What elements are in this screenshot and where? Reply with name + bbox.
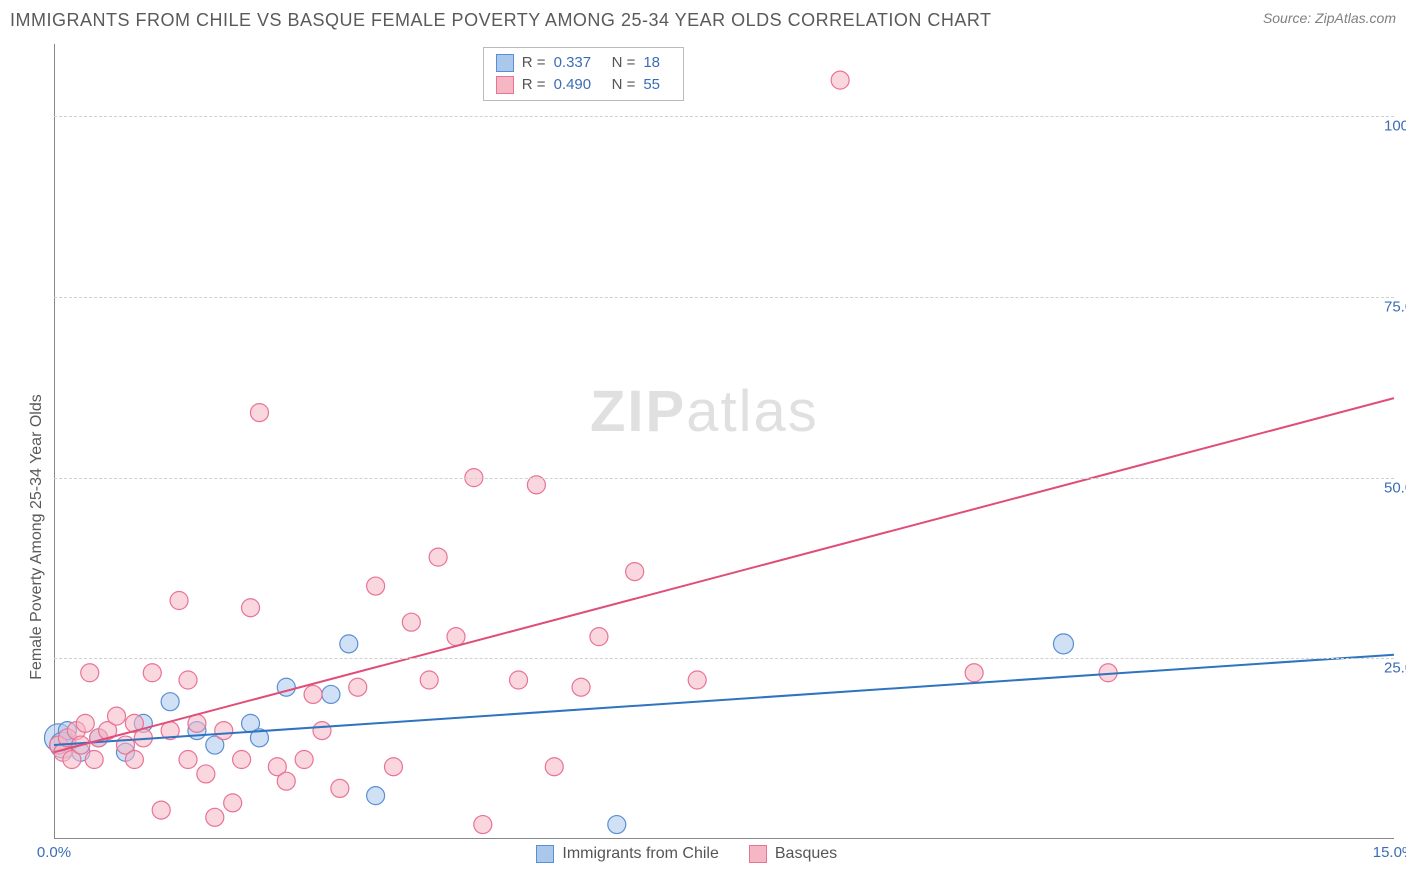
legend-n-value: 18 — [643, 52, 671, 74]
grid-line — [54, 478, 1394, 479]
legend-item-chile: Immigrants from Chile — [536, 845, 718, 863]
legend-correlation: R = 0.337 N = 18 R = 0.490 N = 55 — [483, 47, 685, 101]
data-point-basques — [313, 722, 331, 740]
legend-r-value: 0.490 — [554, 74, 604, 96]
y-tick-label: 25.0% — [1384, 660, 1406, 677]
x-tick-label: 0.0% — [37, 844, 71, 861]
data-point-basques — [420, 671, 438, 689]
data-point-basques — [224, 794, 242, 812]
data-point-basques — [572, 678, 590, 696]
data-point-basques — [81, 664, 99, 682]
data-point-basques — [295, 751, 313, 769]
data-point-basques — [349, 678, 367, 696]
legend-series: Immigrants from Chile Basques — [536, 845, 837, 863]
data-point-basques — [215, 722, 233, 740]
data-point-basques — [85, 751, 103, 769]
data-point-basques — [626, 563, 644, 581]
data-point-basques — [590, 628, 608, 646]
data-point-chile — [161, 693, 179, 711]
data-point-chile — [608, 816, 626, 834]
legend-item-label: Basques — [775, 845, 837, 863]
legend-item-basques: Basques — [749, 845, 837, 863]
data-point-basques — [179, 751, 197, 769]
y-tick-label: 75.0% — [1384, 298, 1406, 315]
data-point-basques — [304, 685, 322, 703]
y-axis-title: Female Poverty Among 25-34 Year Olds — [28, 394, 46, 680]
plot-svg — [54, 44, 1394, 839]
data-point-basques — [108, 707, 126, 725]
legend-r-value: 0.337 — [554, 52, 604, 74]
legend-r-label: R = — [522, 74, 546, 96]
legend-swatch-basques — [496, 76, 514, 94]
x-tick-label: 15.0% — [1373, 844, 1406, 861]
legend-swatch-chile — [496, 54, 514, 72]
legend-r-label: R = — [522, 52, 546, 74]
data-point-chile — [1053, 634, 1073, 654]
data-point-basques — [277, 772, 295, 790]
data-point-chile — [322, 685, 340, 703]
data-point-basques — [545, 758, 563, 776]
legend-n-value: 55 — [643, 74, 671, 96]
data-point-basques — [384, 758, 402, 776]
legend-row-chile: R = 0.337 N = 18 — [496, 52, 672, 74]
legend-n-label: N = — [612, 52, 636, 74]
data-point-basques — [367, 577, 385, 595]
data-point-basques — [125, 751, 143, 769]
swatch-icon — [536, 845, 554, 863]
data-point-basques — [965, 664, 983, 682]
data-point-basques — [831, 71, 849, 89]
legend-n-label: N = — [612, 74, 636, 96]
data-point-basques — [76, 714, 94, 732]
data-point-chile — [340, 635, 358, 653]
data-point-basques — [250, 404, 268, 422]
data-point-basques — [510, 671, 528, 689]
grid-line — [54, 297, 1394, 298]
data-point-basques — [233, 751, 251, 769]
source-label: Source: ZipAtlas.com — [1263, 10, 1396, 26]
data-point-chile — [367, 787, 385, 805]
y-tick-label: 100.0% — [1384, 118, 1406, 135]
y-tick-label: 50.0% — [1384, 479, 1406, 496]
legend-item-label: Immigrants from Chile — [562, 845, 718, 863]
data-point-basques — [152, 801, 170, 819]
data-point-basques — [179, 671, 197, 689]
data-point-basques — [331, 779, 349, 797]
data-point-basques — [170, 592, 188, 610]
chart-title: IMMIGRANTS FROM CHILE VS BASQUE FEMALE P… — [10, 10, 992, 31]
grid-line — [54, 116, 1394, 117]
data-point-basques — [206, 808, 224, 826]
data-point-basques — [402, 613, 420, 631]
data-point-basques — [447, 628, 465, 646]
data-point-basques — [429, 548, 447, 566]
data-point-basques — [474, 816, 492, 834]
data-point-basques — [143, 664, 161, 682]
grid-line — [54, 658, 1394, 659]
data-point-basques — [242, 599, 260, 617]
data-point-basques — [688, 671, 706, 689]
legend-row-basques: R = 0.490 N = 55 — [496, 74, 672, 96]
swatch-icon — [749, 845, 767, 863]
data-point-basques — [197, 765, 215, 783]
chart-header: IMMIGRANTS FROM CHILE VS BASQUE FEMALE P… — [10, 10, 1396, 31]
